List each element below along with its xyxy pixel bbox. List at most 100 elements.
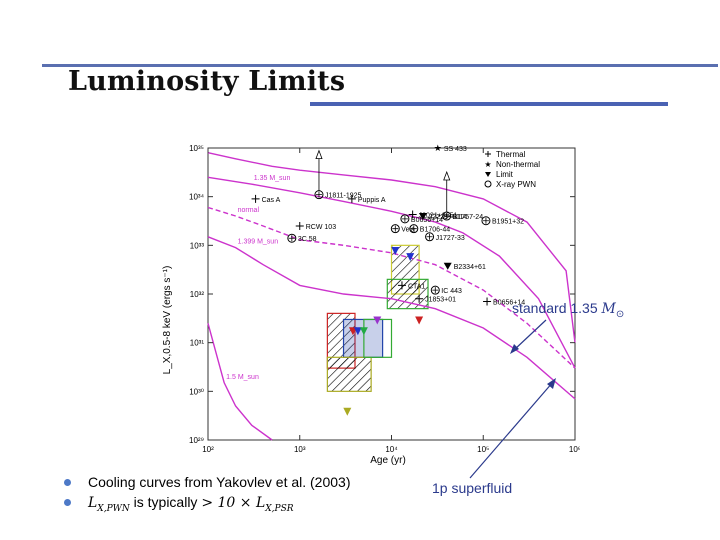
data-point-circle-cross [443, 213, 450, 220]
x-tick-label: 10² [202, 445, 214, 454]
data-point-label: IC 443 [441, 288, 462, 295]
data-point-label: B1706-44 [420, 227, 450, 234]
data-point-circle-cross [288, 235, 295, 242]
data-point-label: J1727-33 [436, 235, 465, 242]
curve-label: 1.5 M_sun [226, 374, 259, 381]
x-axis-label: Age (yr) [370, 455, 406, 466]
limit-marker [353, 327, 362, 336]
limit-marker [391, 247, 400, 256]
data-point-plus [251, 194, 260, 203]
limit-marker [343, 407, 352, 416]
cooling-curve [207, 152, 576, 343]
legend-marker-star: ★ [484, 160, 491, 169]
limit-marker [406, 253, 415, 262]
bullet-math-rhs-sub: X,PSR [265, 503, 294, 514]
cooling-curve [207, 236, 576, 400]
bullet-dot [64, 499, 71, 506]
annotation-superfluid: 1p superfluid [432, 480, 513, 496]
data-point-plus [483, 297, 492, 306]
limit-box [326, 356, 372, 392]
data-point-circle [390, 224, 400, 234]
x-tick-label: 10⁴ [385, 445, 398, 454]
bullet-math-lhs-sub: X,PWN [97, 503, 130, 514]
legend-entry-label: X-ray PWN [496, 180, 536, 189]
data-point-circle-cross [401, 215, 408, 222]
title-rule-bottom [310, 102, 668, 106]
legend-marker-circle [484, 180, 492, 188]
limit-marker [359, 327, 368, 336]
arrow-superfluid [469, 381, 554, 479]
upper-limit-arrow [315, 149, 323, 160]
data-point-label: J1853+01 [425, 297, 456, 304]
limit-marker [373, 316, 382, 325]
data-point-label: Vela [401, 227, 415, 234]
bullet-item: LX,PWN is typically > 10 × LX,PSR [62, 492, 351, 514]
legend-entry-label: Thermal [496, 150, 526, 159]
data-point-plus [295, 221, 304, 230]
bullet-math-rhs: > 10 × L [201, 495, 266, 511]
bullet-list: Cooling curves from Yakovlev et al. (200… [62, 472, 351, 514]
data-point-star: ★ [434, 143, 442, 153]
x-tick-label: 10⁵ [477, 445, 489, 454]
legend-marker-triangle [485, 172, 491, 177]
data-point-circle-cross [482, 217, 489, 224]
y-tick-label: 10³⁰ [189, 387, 204, 396]
y-axis-label: L_X,0.5-8 keV (ergs s⁻¹) [162, 266, 173, 375]
data-point-label: B0656+14 [493, 300, 525, 307]
annotation-standard-mass: M [601, 301, 616, 317]
legend-entry-label: Non-thermal [496, 160, 540, 169]
bullet-math-lhs: L [88, 495, 98, 511]
data-point-label: SS 433 [444, 146, 467, 153]
y-tick-label: 10³⁴ [189, 193, 205, 202]
data-point-plus [347, 194, 356, 203]
data-point-label: B1757-24 [453, 214, 483, 221]
chart-background [160, 130, 580, 475]
annotation-standard-sun: ⊙ [615, 308, 625, 320]
limit-box [386, 278, 429, 310]
data-point-circle [481, 216, 491, 226]
y-tick-label: 10³¹ [190, 339, 205, 348]
data-point-triangle [443, 262, 452, 270]
upper-limit-arrow [443, 170, 451, 181]
legend-entry-label: Limit [496, 170, 514, 179]
data-point-label: J2021+3651 [419, 213, 458, 220]
data-point-circle-cross [315, 191, 322, 198]
data-point-triangle [418, 213, 427, 221]
y-tick-label: 10²⁹ [189, 436, 204, 445]
data-point-label: RCW 103 [306, 224, 336, 231]
data-point-circle [400, 214, 410, 224]
y-tick-label: 10³³ [190, 241, 205, 250]
arrow-standard-head [510, 344, 519, 354]
data-point-circle [430, 285, 440, 295]
y-tick-label: 10³² [190, 290, 205, 299]
limit-marker [415, 316, 424, 325]
annotation-standard-label: standard 1.35 [512, 300, 602, 316]
data-point-plus [397, 281, 406, 290]
arrow-standard [513, 319, 547, 351]
slide-title: Luminosity Limits [68, 66, 346, 97]
data-point-circle-cross [410, 225, 417, 232]
x-tick-label: 10³ [294, 445, 306, 454]
data-point-label: CTA1 [408, 283, 425, 290]
annotation-standard: standard 1.35 M⊙ [512, 300, 624, 320]
cooling-curve [207, 176, 576, 369]
title-rule-top [42, 64, 718, 67]
legend-marker-plus [485, 151, 491, 157]
cooling-curve [207, 206, 576, 369]
bullet-dot [64, 479, 71, 486]
curve-label: 1.399 M_sun [238, 239, 279, 246]
x-tick-label: 10⁶ [569, 445, 580, 454]
bullet-text: is typically [129, 494, 202, 510]
data-point-circle-cross [426, 233, 433, 240]
data-point-circle [425, 232, 435, 242]
data-point-label: B2334+61 [454, 264, 486, 271]
data-point-label: Puppis A [358, 197, 386, 204]
curve-label: 1.35 M_sun [254, 175, 291, 182]
data-point-label: B0656+14 [411, 217, 443, 224]
data-point-label: J2229+6114 [429, 214, 467, 221]
cooling-curve [207, 323, 273, 441]
data-point-label: B1951+32 [492, 219, 524, 226]
curve-label: normal [238, 207, 260, 214]
data-point-label: J1811-1925 [325, 193, 362, 200]
